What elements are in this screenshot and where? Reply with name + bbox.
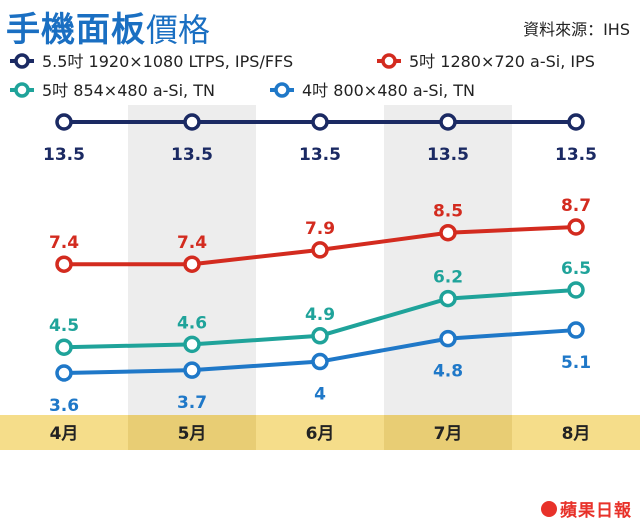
data-label: 13.5 [171,145,213,165]
data-point [439,223,457,242]
legend-label: 5吋 1280×720 a-Si, IPS [409,52,595,71]
x-tick-label: 7月 [434,424,463,444]
axis-band-cell [384,415,512,450]
data-point [55,255,73,273]
title-sub: 價格 [146,11,211,49]
data-label: 6.2 [433,268,463,288]
data-point [439,329,457,348]
x-tick-label: 6月 [306,424,335,444]
legend-label: 4吋 800×480 a-Si, TN [302,81,475,100]
data-label: 4 [314,385,326,405]
apple-logo-icon [541,500,557,517]
legend-marker [381,53,397,69]
axis-band-cell [0,415,128,450]
data-point [183,361,201,379]
data-point [55,338,73,356]
source-note: 資料來源：IHS [523,20,630,39]
data-label: 5.1 [561,353,591,373]
data-point [311,327,329,345]
logo-text: 蘋果日報 [560,501,632,521]
data-label: 8.5 [433,202,463,222]
column-stripe [384,105,512,415]
data-point [439,289,457,308]
data-label: 4.5 [49,316,79,336]
data-point [311,113,329,131]
publisher-logo: 蘋果日報 [541,496,632,521]
data-point [183,255,201,273]
data-point [311,241,329,259]
data-label: 7.9 [305,219,335,239]
data-label: 8.7 [561,196,591,216]
data-point [55,364,73,382]
axis-band-cell [512,415,640,450]
data-label: 4.9 [305,305,335,325]
legend-label: 5.5吋 1920×1080 LTPS, IPS/FFS [42,52,293,71]
chart-title: 手機面板 價格 [6,2,211,50]
data-label: 13.5 [299,145,341,165]
data-label: 3.6 [49,396,79,416]
data-label: 13.5 [427,145,469,165]
x-tick-label: 5月 [178,424,207,444]
axis-band-cell [256,415,384,450]
data-label: 13.5 [555,145,597,165]
data-point [567,281,585,299]
legend-label: 5吋 854×480 a-Si, TN [42,81,215,100]
axis-band-cell [128,415,256,450]
data-point [567,218,585,236]
data-label: 4.8 [433,362,463,382]
data-point [567,113,585,131]
data-label: 7.4 [177,233,207,253]
data-point [439,113,457,131]
data-label: 3.7 [177,393,207,413]
data-label: 13.5 [43,145,85,165]
legend-marker [14,53,30,69]
data-point [183,113,201,131]
data-label: 6.5 [561,259,591,279]
x-tick-label: 4月 [50,424,79,444]
data-point [311,352,329,371]
x-tick-label: 8月 [562,424,591,444]
data-label: 7.4 [49,233,79,253]
legend-marker [14,82,30,98]
data-point [183,335,201,354]
title-main: 手機面板 [6,10,146,50]
data-point [567,321,585,339]
legend-marker [274,82,290,98]
data-point [55,113,73,131]
data-label: 4.6 [177,313,207,333]
